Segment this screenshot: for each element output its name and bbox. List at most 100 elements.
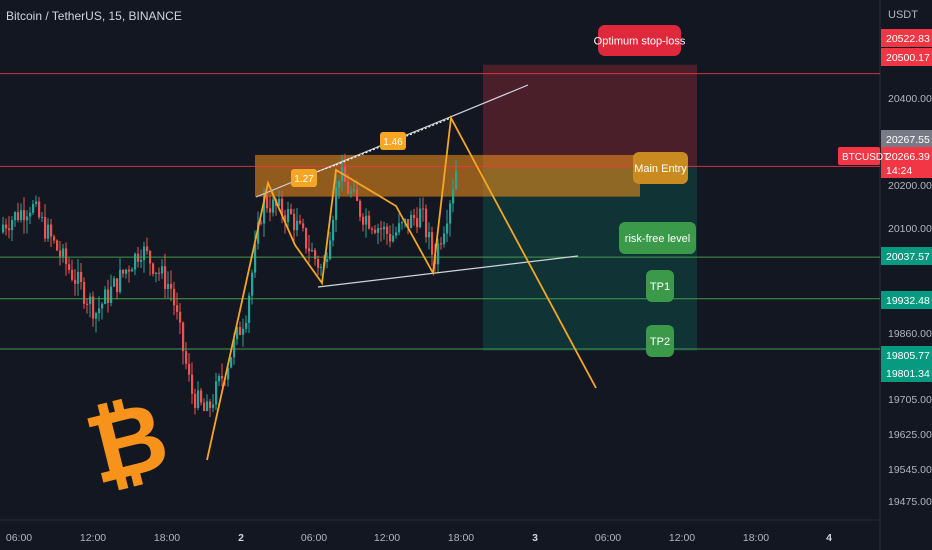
candle bbox=[413, 215, 416, 219]
candle bbox=[143, 246, 146, 260]
candle bbox=[311, 250, 314, 252]
candle bbox=[335, 187, 338, 220]
candle bbox=[227, 367, 230, 380]
countdown-text: 14:24 bbox=[886, 165, 912, 177]
candle bbox=[419, 208, 422, 228]
candle bbox=[239, 327, 242, 335]
y-tick-label: 20400.00 bbox=[888, 93, 932, 105]
candle bbox=[155, 272, 158, 274]
candle bbox=[443, 233, 446, 245]
candle bbox=[215, 381, 218, 405]
candle bbox=[389, 233, 392, 242]
price-badge-bg bbox=[881, 346, 932, 364]
candle bbox=[74, 279, 77, 284]
candle bbox=[233, 339, 236, 358]
fib-label-2: 1.46 bbox=[380, 132, 406, 150]
price-badge-text: 20037.57 bbox=[886, 251, 930, 263]
price-badge: 19801.34 bbox=[881, 364, 932, 382]
price-badge-bg bbox=[881, 291, 932, 309]
tp2-label: TP2 bbox=[646, 325, 674, 357]
candle bbox=[65, 248, 68, 265]
candle bbox=[62, 248, 65, 257]
candle bbox=[326, 259, 329, 262]
zigzag-pattern bbox=[206, 115, 597, 461]
candle bbox=[89, 296, 92, 305]
candles bbox=[2, 153, 458, 417]
candle bbox=[17, 212, 20, 221]
entry-zone bbox=[255, 154, 640, 197]
candle bbox=[242, 328, 245, 335]
price-badge-bg bbox=[881, 29, 932, 47]
candle bbox=[59, 250, 62, 257]
candle bbox=[119, 269, 122, 292]
candle bbox=[410, 215, 413, 228]
main-entry-label-text: Main Entry bbox=[634, 163, 687, 175]
candle bbox=[38, 201, 41, 218]
candle bbox=[125, 269, 128, 274]
candle bbox=[26, 216, 29, 221]
candle bbox=[53, 236, 56, 241]
candle bbox=[440, 243, 443, 245]
candle bbox=[218, 375, 221, 382]
x-tick-label: 12:00 bbox=[80, 532, 106, 544]
candle bbox=[209, 401, 212, 408]
candle bbox=[245, 322, 248, 329]
candle bbox=[32, 203, 35, 213]
price-badge-text: 20500.17 bbox=[886, 52, 930, 64]
candle bbox=[299, 220, 302, 224]
y-tick-label: 19625.00 bbox=[888, 429, 932, 441]
price-badge-text: 19932.48 bbox=[886, 295, 930, 307]
candle bbox=[320, 266, 323, 268]
price-badge-text: 19805.77 bbox=[886, 350, 930, 362]
price-badge: 20522.83 bbox=[881, 29, 932, 47]
candle bbox=[20, 210, 23, 221]
candle bbox=[80, 271, 83, 282]
candle bbox=[266, 195, 269, 209]
y-tick-label: 19860.00 bbox=[888, 328, 932, 340]
candle bbox=[449, 203, 452, 224]
candle bbox=[188, 363, 191, 375]
candle bbox=[2, 224, 5, 233]
price-badge-bg bbox=[881, 364, 932, 382]
candle bbox=[44, 216, 47, 239]
tp1-label-bg bbox=[646, 270, 674, 302]
candle bbox=[128, 269, 131, 272]
candle bbox=[284, 215, 287, 223]
candle bbox=[269, 208, 272, 213]
candle bbox=[251, 272, 254, 296]
stop-loss-label-bg bbox=[598, 25, 681, 56]
candle bbox=[71, 269, 74, 280]
candle bbox=[359, 200, 362, 217]
price-badge: 20500.17 bbox=[881, 48, 932, 66]
candle bbox=[146, 246, 149, 251]
candle bbox=[41, 216, 44, 218]
candle bbox=[107, 289, 110, 303]
candle bbox=[362, 216, 365, 225]
price-badge: 20266.39 bbox=[881, 147, 932, 165]
candle bbox=[296, 220, 299, 231]
x-tick-label: 18:00 bbox=[743, 532, 769, 544]
x-tick-label: 4 bbox=[826, 532, 832, 544]
candle bbox=[344, 166, 347, 182]
candle bbox=[50, 224, 53, 237]
price-badge-text: 20266.39 bbox=[886, 151, 930, 163]
x-tick-label: 2 bbox=[238, 532, 244, 544]
ticker-tag-bg bbox=[838, 147, 880, 165]
candle bbox=[404, 219, 407, 223]
x-tick-label: 12:00 bbox=[374, 532, 400, 544]
candle bbox=[92, 296, 95, 319]
candle bbox=[329, 240, 332, 260]
ticker-tag-text: BTCUSDT bbox=[842, 152, 889, 163]
stop-loss-label-text: Optimum stop-loss bbox=[594, 36, 686, 48]
risk-free-label-bg bbox=[619, 222, 696, 254]
candle bbox=[8, 228, 11, 231]
candle bbox=[374, 229, 377, 233]
candle bbox=[56, 240, 59, 251]
candle bbox=[116, 278, 119, 292]
candle bbox=[170, 283, 173, 289]
candle bbox=[278, 198, 281, 206]
candle bbox=[11, 220, 14, 231]
candle bbox=[35, 201, 38, 204]
candle bbox=[308, 248, 311, 252]
